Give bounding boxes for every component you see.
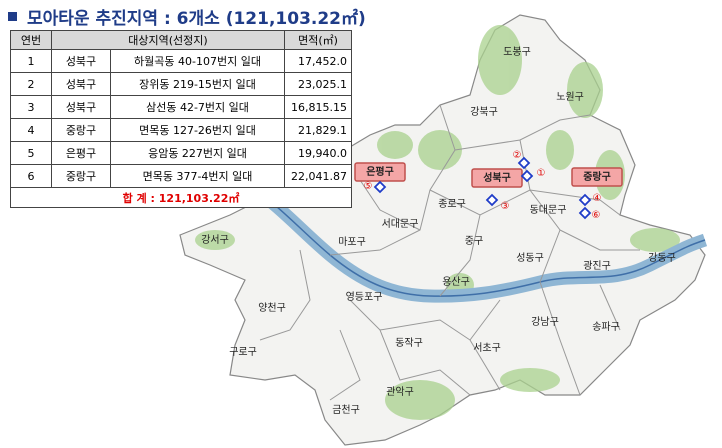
highlight-box bbox=[471, 168, 523, 188]
header-cell: 면적(㎡) bbox=[284, 30, 352, 50]
district-label: 송파구 bbox=[592, 321, 620, 333]
table-cell: 4 bbox=[10, 118, 52, 142]
table-cell: 19,940.0 bbox=[284, 141, 352, 165]
table-cell: 17,452.0 bbox=[284, 49, 352, 73]
bullet bbox=[8, 12, 17, 21]
district-label: 강동구 bbox=[648, 252, 676, 264]
district-label: 금천구 bbox=[332, 404, 360, 416]
table-cell: 하월곡동 40-107번지 일대 bbox=[110, 49, 285, 73]
highlight-label: 성북구 bbox=[483, 171, 511, 184]
marker-diamond bbox=[485, 193, 499, 207]
table-cell: 2 bbox=[10, 72, 52, 96]
marker-diamond bbox=[520, 169, 534, 183]
marker-diamond bbox=[517, 156, 531, 170]
district-label: 도봉구 bbox=[503, 46, 531, 58]
table-cell: 1 bbox=[10, 49, 52, 73]
table-row: 2 성북구 장위동 219-15번지 일대 23,025.1 bbox=[10, 72, 352, 96]
river-line bbox=[239, 179, 706, 297]
district-label: 광진구 bbox=[583, 260, 611, 272]
district-label: 성동구 bbox=[516, 252, 544, 264]
table-row: 5 은평구 응암동 227번지 일대 19,940.0 bbox=[10, 141, 352, 165]
table-cell: 16,815.15 bbox=[284, 95, 352, 119]
marker-label: ④ bbox=[593, 193, 602, 204]
district-label: 동대문구 bbox=[530, 204, 567, 216]
header-cell: 대상지역(선정지) bbox=[51, 30, 285, 50]
table-row: 4 중랑구 면목동 127-26번지 일대 21,829.1 bbox=[10, 118, 352, 142]
table-row: 3 성북구 삼선동 42-7번지 일대 16,815.15 bbox=[10, 95, 352, 119]
marker-label: ② bbox=[513, 150, 522, 161]
district-label: 강북구 bbox=[470, 106, 498, 118]
district-label: 중구 bbox=[465, 235, 483, 247]
table-cell: 중랑구 bbox=[51, 164, 111, 188]
highlight-box bbox=[571, 167, 623, 187]
table-cell: 22,041.87 bbox=[284, 164, 352, 188]
table-cell: 장위동 219-15번지 일대 bbox=[110, 72, 285, 96]
title: 모아타운 추진지역 : 6개소 (121,103.22㎡) bbox=[8, 4, 366, 29]
highlight-label: 중랑구 bbox=[583, 171, 611, 183]
district-label: 동작구 bbox=[395, 337, 423, 349]
district-label: 영등포구 bbox=[346, 291, 383, 303]
header-cell: 연번 bbox=[10, 30, 52, 50]
district-label: 서초구 bbox=[473, 342, 501, 354]
table-cell: 3 bbox=[10, 95, 52, 119]
table: 연번 대상지역(선정지) 면적(㎡) 1 성북구 하월곡동 40-107번지 일대 17,… bbox=[10, 30, 352, 208]
table-cell: 성북구 bbox=[51, 49, 111, 73]
table-cell: 23,025.1 bbox=[284, 72, 352, 96]
table-cell: 면목동 377-4번지 일대 bbox=[110, 164, 285, 188]
district-label: 마포구 bbox=[338, 236, 366, 248]
table-cell: 응암동 227번지 일대 bbox=[110, 141, 285, 165]
table-cell: 21,829.1 bbox=[284, 118, 352, 142]
table-row: 6 중랑구 면목동 377-4번지 일대 22,041.87 bbox=[10, 164, 352, 188]
table-cell: 성북구 bbox=[51, 72, 111, 96]
table-cell: 삼선동 42-7번지 일대 bbox=[110, 95, 285, 119]
table-cell: 5 bbox=[10, 141, 52, 165]
district-label: 노원구 bbox=[556, 91, 584, 103]
district-label: 강서구 bbox=[201, 234, 229, 246]
district-label: 양천구 bbox=[258, 302, 286, 314]
marker-diamond bbox=[373, 180, 387, 194]
table-cell: 면목동 127-26번지 일대 bbox=[110, 118, 285, 142]
district-label: 강남구 bbox=[531, 316, 559, 328]
green-areas bbox=[195, 25, 680, 420]
title-text: 모아타운 추진지역 : 6개소 (121,103.22㎡) bbox=[27, 9, 366, 29]
marker-label: ⑤ bbox=[364, 181, 373, 192]
highlight-label: 은평구 bbox=[366, 165, 394, 178]
table-cell: 은평구 bbox=[51, 141, 111, 165]
marker-label: ⑥ bbox=[592, 210, 601, 221]
marker-diamond bbox=[578, 206, 592, 220]
district-label: 종로구 bbox=[438, 198, 466, 210]
district-label: 용산구 bbox=[442, 276, 470, 288]
table-cell: 성북구 bbox=[51, 95, 111, 119]
table-row: 1 성북구 하월곡동 40-107번지 일대 17,452.0 bbox=[10, 49, 352, 73]
table-cell: 중랑구 bbox=[51, 118, 111, 142]
seoul-outline bbox=[179, 14, 706, 446]
marker-label: ③ bbox=[501, 201, 510, 212]
marker-label: ① bbox=[537, 168, 546, 179]
district-label: 구로구 bbox=[229, 347, 257, 358]
marker-diamond bbox=[578, 193, 592, 207]
district-label: 서대문구 bbox=[382, 218, 419, 230]
total-cell: 합 계 : 121,103.22㎡ bbox=[10, 187, 352, 208]
total-row: 합 계 : 121,103.22㎡ bbox=[10, 187, 352, 208]
table-cell: 6 bbox=[10, 164, 52, 188]
table-header: 연번 대상지역(선정지) 면적(㎡) bbox=[10, 30, 352, 50]
district-label: 관악구 bbox=[386, 386, 414, 398]
